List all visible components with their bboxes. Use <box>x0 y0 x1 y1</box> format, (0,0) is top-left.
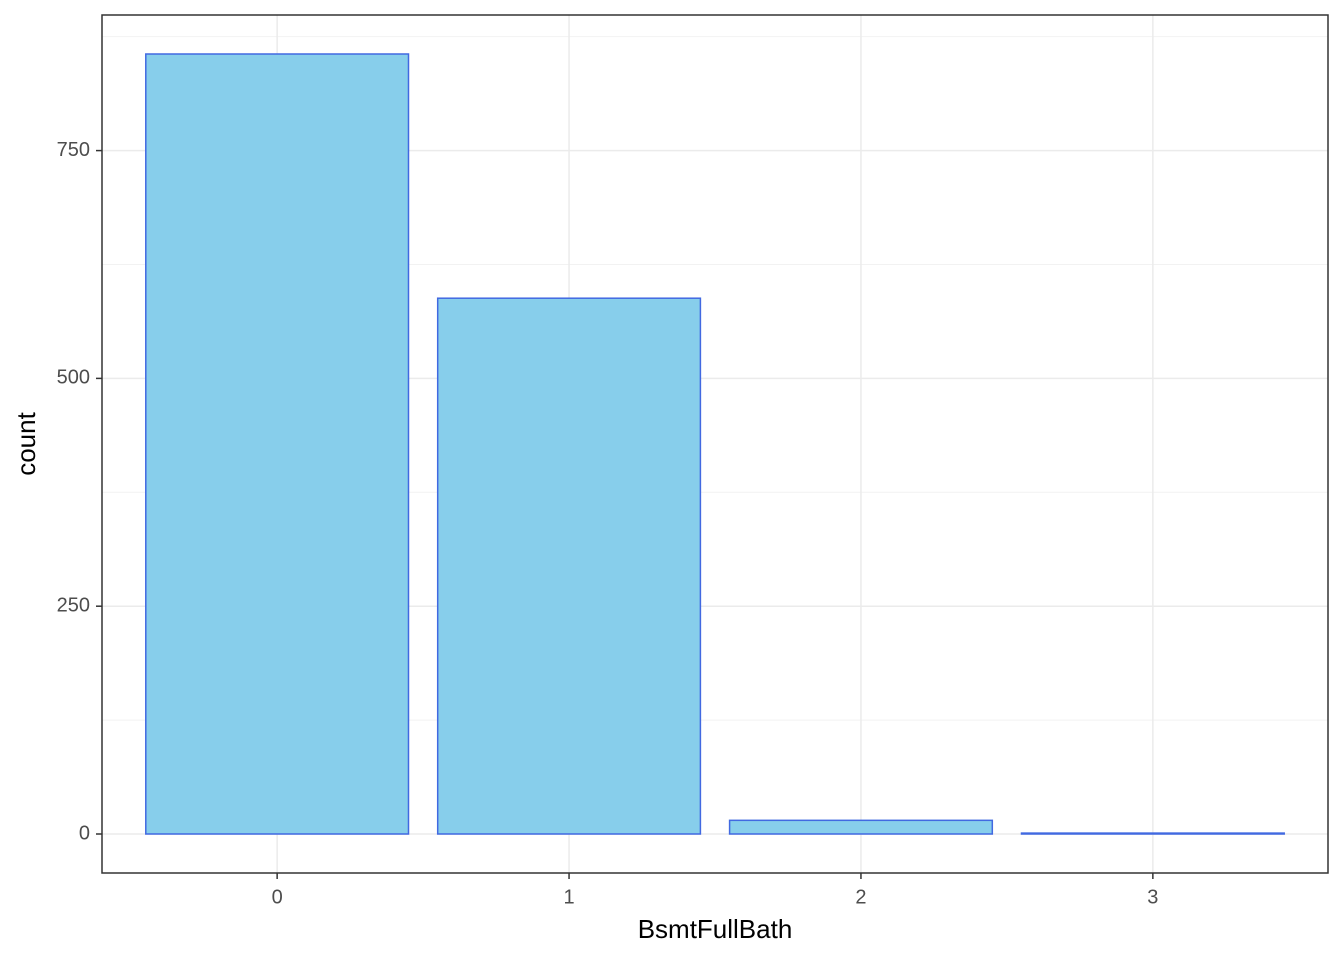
x-axis-title: BsmtFullBath <box>638 914 793 944</box>
x-tick-label: 2 <box>855 886 866 908</box>
panel-border <box>101 14 1329 874</box>
bar <box>436 297 702 835</box>
y-tick-label: 500 <box>57 367 90 389</box>
bar <box>1020 832 1285 835</box>
y-tick-label: 0 <box>79 822 90 844</box>
x-tick-label: 3 <box>1147 886 1158 908</box>
bar <box>728 819 994 835</box>
bar <box>145 53 410 835</box>
x-tick-label: 0 <box>272 886 283 908</box>
x-tick-label: 1 <box>563 886 574 908</box>
y-axis-title: count <box>11 411 41 475</box>
y-tick-label: 250 <box>57 594 90 616</box>
y-tick-label: 750 <box>57 139 90 161</box>
